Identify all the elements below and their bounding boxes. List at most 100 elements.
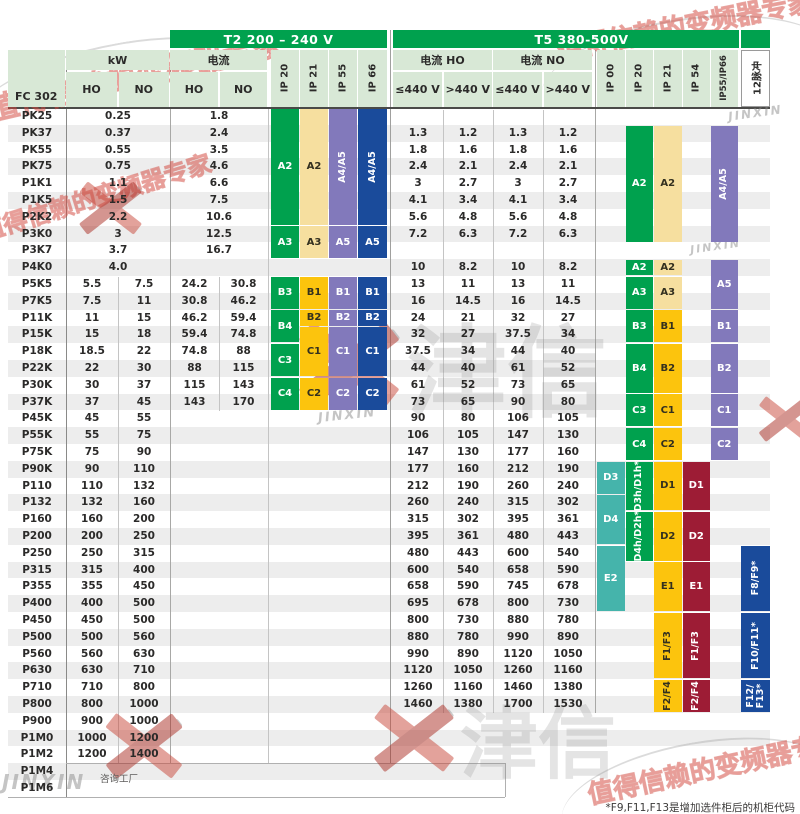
model-label: P160 [22, 513, 52, 526]
footnote: *F9,F11,F13是增加选件柜后的机柜代码 [605, 802, 795, 814]
t5-current-value: 1260 [503, 664, 533, 677]
frame-cell-label: D3h/D1h* [633, 460, 645, 512]
t5-current-value: 4.8 [458, 210, 478, 223]
t5-current-value: 395 [407, 530, 429, 542]
kw-ho-value: 355 [81, 580, 103, 593]
kw-no-value: 160 [133, 496, 155, 509]
frame-cell-A5: A5 [710, 260, 738, 309]
t2-current-ho-value: 143 [183, 395, 206, 408]
frame-cell-A2: A2 [654, 260, 682, 276]
t5-current-value: 37.5 [405, 345, 431, 358]
t5-current-value: 540 [557, 546, 579, 559]
frame-cell-B2: B2 [654, 344, 682, 393]
t5-current-value: 260 [407, 496, 429, 509]
frame-cell-E1: E1 [682, 562, 710, 612]
t5-current-value: 130 [457, 446, 479, 458]
t5-current-value: 3 [514, 177, 522, 190]
t5-current-value: 14.5 [455, 294, 481, 307]
kw-ho-value: 37 [84, 395, 100, 408]
t2-current-ho-value: 24.2 [181, 278, 208, 290]
t2-current-ho-value: 30.8 [181, 294, 208, 307]
row-stripe [8, 662, 770, 680]
model-label: P450 [22, 614, 52, 626]
t2-current-no-value: 59.4 [230, 311, 257, 324]
t5-current-value: 361 [557, 513, 579, 526]
t5-current-value: 745 [507, 580, 529, 593]
frame-cell-D4h/D2h*: D4h/D2h* [625, 511, 653, 562]
frame-cell-F1/F3: F1/F3 [654, 612, 682, 679]
t2-current-value: 1.8 [209, 110, 229, 122]
t5-current-value: 2.7 [558, 177, 578, 190]
t5-current-value: 695 [407, 597, 429, 610]
t5-ip55-ip66-header: IP55/IP66 [710, 50, 738, 107]
t5-current-value: 361 [457, 530, 479, 542]
kw-ho-value: 55 [84, 429, 100, 442]
t2-current-ho-header: HO [170, 71, 218, 107]
model-label: P110 [22, 479, 52, 492]
t5-current-value: 1380 [553, 681, 583, 694]
t5-current-value: 1260 [403, 681, 433, 694]
t5-current-value: 1530 [553, 698, 583, 710]
t5-current-value: 13 [410, 278, 426, 290]
kw-ho-value: 315 [81, 563, 103, 576]
t2-ip21-label: IP 21 [308, 64, 320, 93]
kw-value: 0.37 [105, 126, 131, 139]
t5-current-value: 480 [407, 546, 429, 559]
frame-cell-D1: D1 [682, 461, 710, 511]
t2-ip55-header: IP 55 [329, 50, 357, 107]
t5-current-value: 32 [410, 328, 426, 341]
band-gap [739, 30, 741, 48]
t2-current-value: 16.7 [206, 244, 232, 257]
frame-cell-A2: A2 [625, 125, 653, 242]
column-divider [118, 277, 119, 763]
kw-no-value: 90 [136, 446, 152, 458]
t5-current-value: 27 [460, 328, 476, 341]
t5-current-value: 16 [510, 294, 526, 307]
kw-ho-value: 200 [81, 530, 103, 542]
kw-ho-value: 15 [84, 328, 100, 341]
t5-current-value: 105 [457, 429, 479, 442]
t2-current-ho-value: 59.4 [181, 328, 208, 341]
t5-12pulse-label: 12脉冲 [752, 61, 763, 96]
t5-current-value: 5.6 [408, 210, 428, 223]
t5-current-value: 1050 [453, 664, 483, 677]
column-divider [170, 50, 171, 763]
frame-cell-A2: A2 [271, 108, 299, 225]
frame-cell-B2: B2 [358, 310, 387, 326]
t2-ip21-header: IP 21 [300, 50, 328, 107]
model-label: P15K [21, 328, 53, 341]
t2-current-no-value: 46.2 [230, 294, 257, 307]
frame-cell-C2: C2 [300, 377, 328, 410]
frame-cell-F2/F4: F2/F4 [682, 680, 710, 712]
row-divider [8, 796, 505, 798]
kw-value: 0.75 [105, 160, 131, 173]
row-divider [8, 106, 770, 109]
t5-section-header: T5 380-500V [393, 30, 770, 48]
model-label: P1K1 [21, 177, 53, 190]
t5-current-value: 1.3 [408, 126, 428, 139]
kw-group-header: kW [66, 50, 169, 70]
t5-current-value: 14.5 [555, 294, 581, 307]
t5-current-value: 190 [457, 479, 479, 492]
row-stripe [8, 528, 770, 545]
kw-ho-value: 900 [81, 714, 103, 727]
kw-ho-value: 110 [81, 479, 103, 492]
kw-no-value: 30 [136, 362, 152, 374]
frame-cell-B1: B1 [329, 276, 357, 309]
t5-current-value: 4.1 [408, 194, 428, 206]
t5-current-value: 6.3 [558, 227, 578, 240]
kw-ho-value: 5.5 [82, 278, 102, 290]
t5-current-value: 65 [460, 395, 476, 408]
t5-current-value: 2.1 [458, 160, 478, 173]
t5-current-value: 990 [407, 647, 429, 660]
frame-cell-A2: A2 [654, 125, 682, 242]
kw-no-value: 630 [133, 647, 155, 660]
t5-current-value: 61 [410, 378, 426, 391]
model-label: P315 [22, 563, 52, 576]
kw-no-value: 22 [136, 345, 152, 358]
t5-current-value: 890 [557, 630, 579, 643]
frame-cell-B1: B1 [300, 276, 328, 309]
t5-current-value: 443 [557, 530, 579, 542]
t2-current-ho-value: 115 [183, 378, 206, 391]
frame-cell-C1: C1 [329, 327, 357, 376]
